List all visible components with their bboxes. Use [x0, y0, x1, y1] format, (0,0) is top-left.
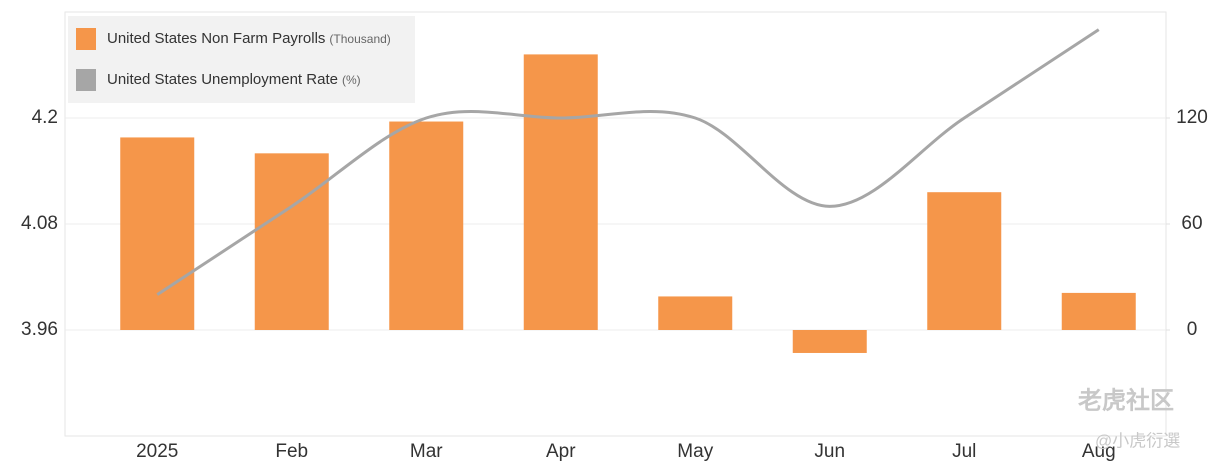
y-tick-label: 4.08: [21, 213, 58, 234]
watermark: @小虎衍選: [1095, 431, 1180, 450]
x-tick-label: Jun: [814, 441, 845, 462]
x-tick-label: May: [677, 441, 713, 462]
y-tick-label: 3.96: [21, 319, 58, 340]
y2-tick-label: 120: [1176, 107, 1208, 128]
bar: [658, 296, 733, 330]
bar: [523, 54, 598, 331]
x-tick-label: Mar: [410, 441, 443, 462]
legend-label: United States Unemployment Rate: [107, 71, 338, 88]
marks: [120, 28, 1136, 353]
legend-label: United States Non Farm Payrolls: [107, 30, 325, 47]
x-tick-label: Feb: [275, 441, 308, 462]
x-tick-label: 2025: [136, 441, 178, 462]
x-tick-label: Jul: [952, 441, 976, 462]
y2-tick-label: 0: [1187, 319, 1198, 340]
watermark: 老虎社区: [1078, 386, 1174, 414]
x-tick-label: Aug: [1082, 441, 1116, 462]
y-tick-label: 4.2: [32, 107, 58, 128]
bar: [389, 121, 464, 331]
legend-unit: (Thousand): [329, 32, 390, 46]
bar: [1061, 292, 1136, 330]
bar: [254, 153, 329, 330]
bar: [120, 137, 195, 330]
x-tick-label: Apr: [546, 441, 576, 462]
legend-swatch: [76, 69, 96, 91]
line: [156, 28, 1100, 296]
legend: United States Non Farm Payrolls (Thousand…: [68, 16, 415, 103]
legend-unit: (%): [342, 73, 361, 87]
y2-tick-label: 60: [1181, 213, 1202, 234]
legend-box: [68, 16, 415, 103]
bar: [792, 330, 867, 353]
bar: [927, 192, 1002, 330]
grid: 3.96 4.08 4.2 0 60 120 2025 Feb Mar Apr May Jun Jul A…: [21, 107, 1208, 462]
legend-swatch: [76, 28, 96, 50]
